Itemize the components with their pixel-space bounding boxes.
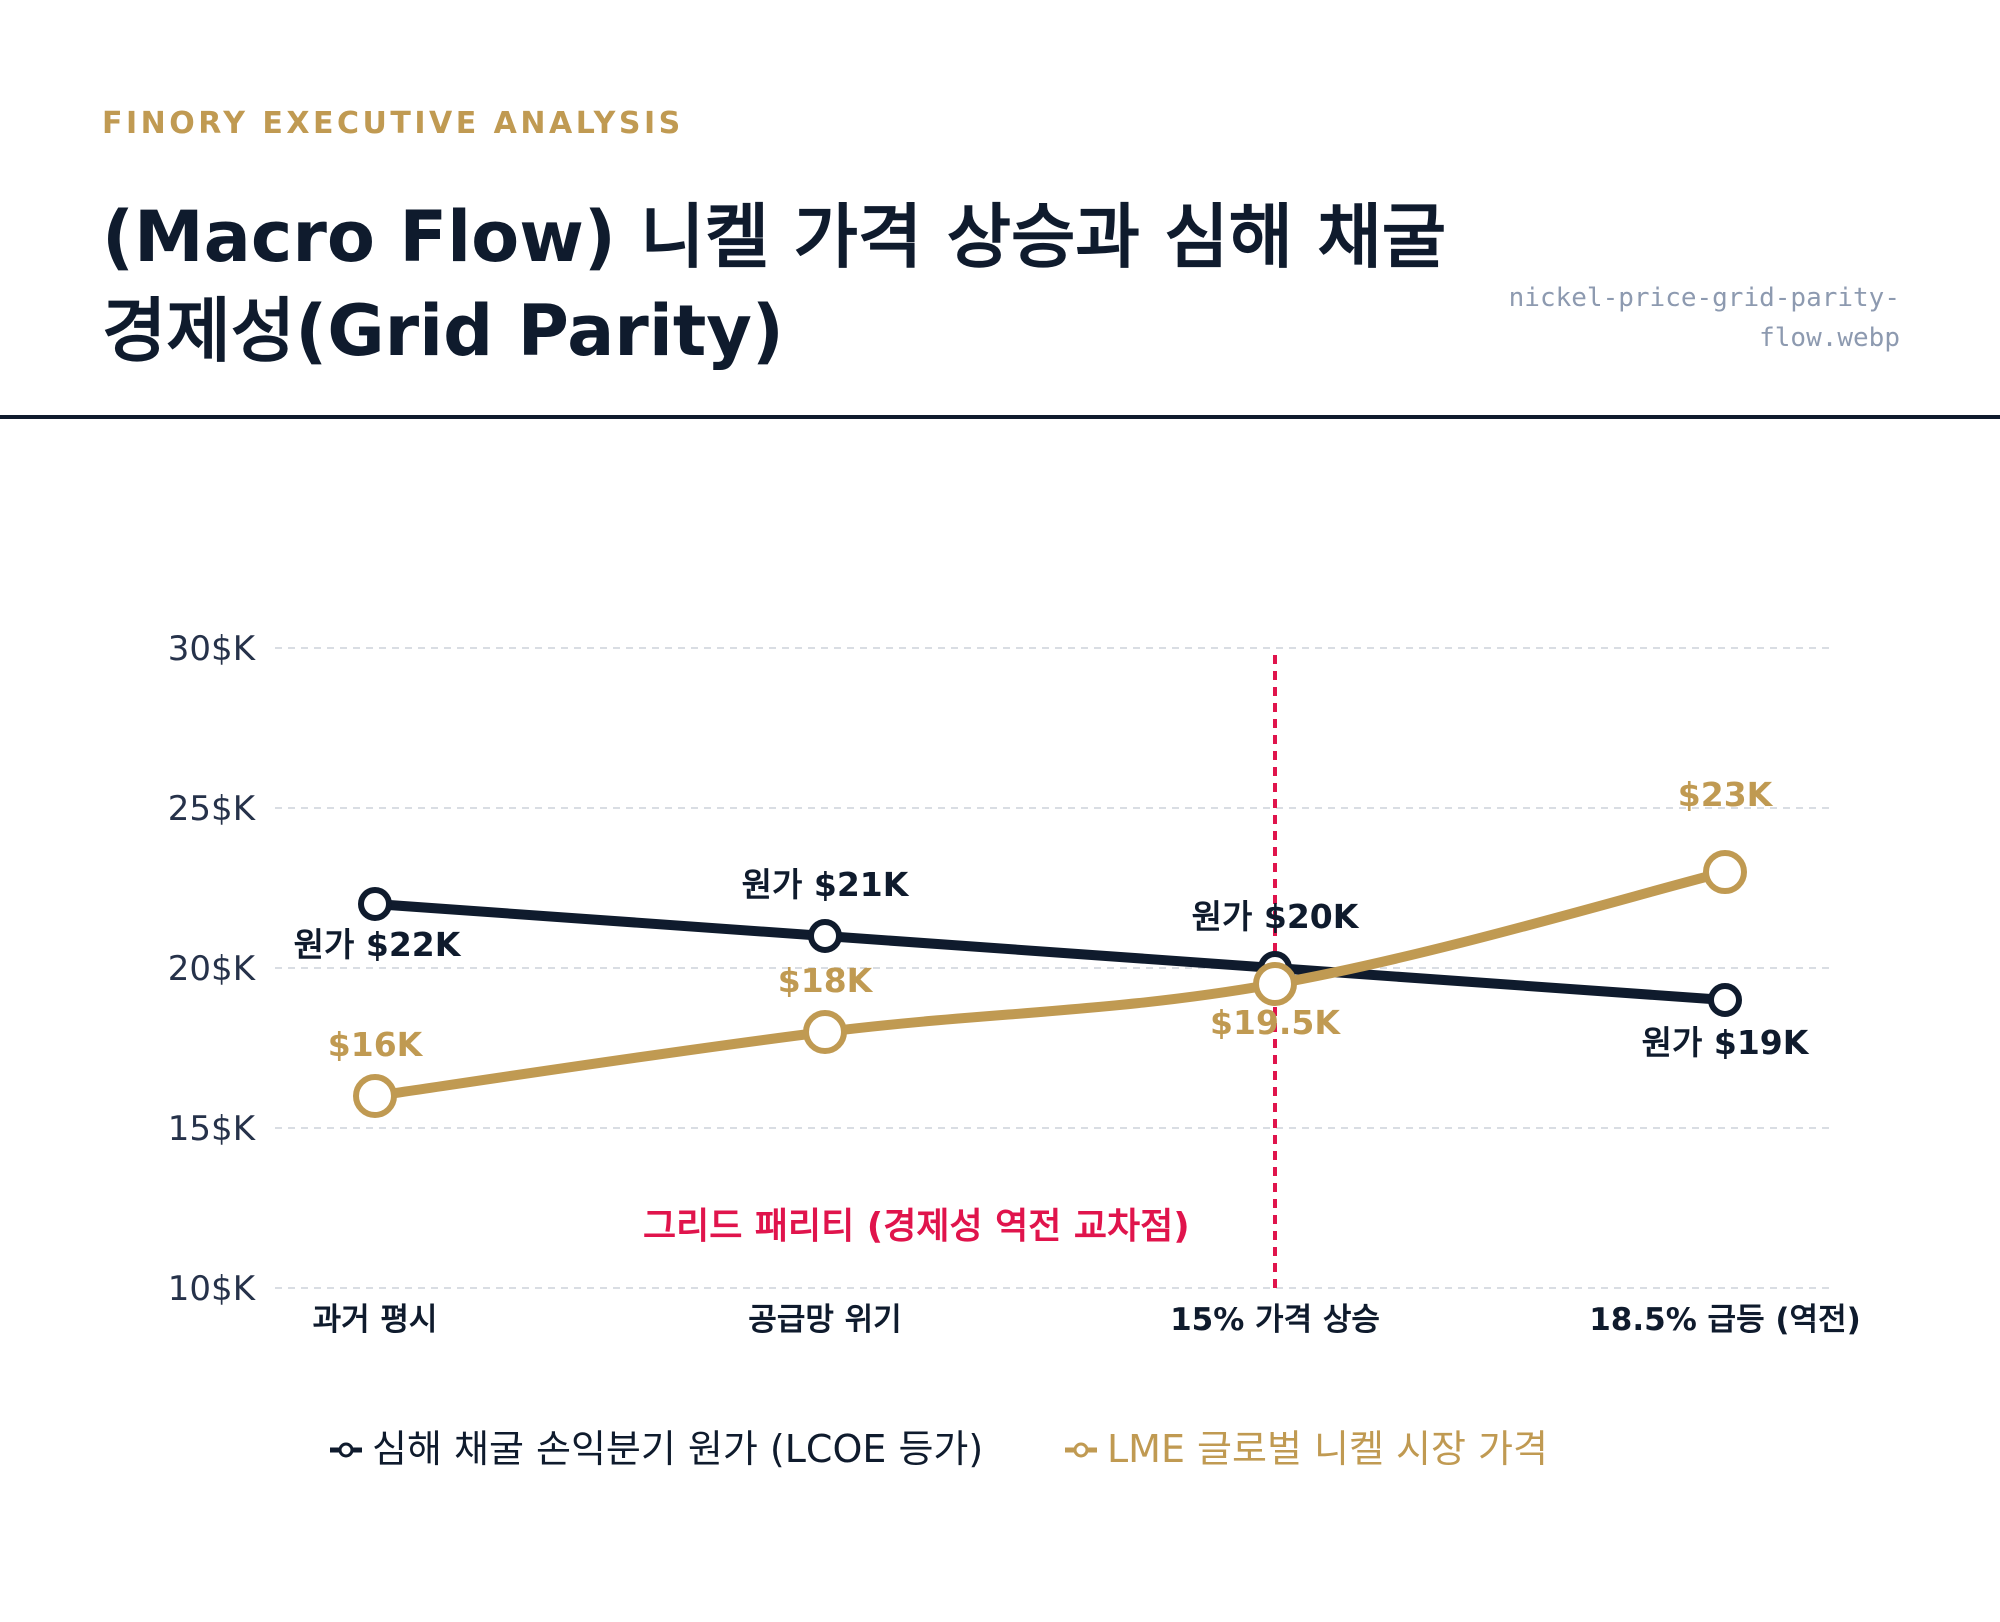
legend-item-lcoe[interactable]: 심해 채굴 손익분기 원가 (LCOE 등가)	[330, 1427, 983, 1471]
legend[interactable]: 심해 채굴 손익분기 원가 (LCOE 등가) LME 글로벌 니켈 시장 가격	[330, 1427, 1548, 1471]
lcoe-data-label: 원가 $19K	[1642, 1023, 1810, 1062]
legend-swatch-marker	[338, 1442, 354, 1458]
lcoe-data-label: 원가 $22K	[294, 925, 462, 964]
x-tick-label: 15% 가격 상승	[1170, 1302, 1380, 1338]
lme-point	[353, 1074, 397, 1118]
lcoe-data-label: 원가 $20K	[1192, 897, 1360, 936]
lcoe-point	[358, 887, 392, 921]
grid-lines	[275, 647, 1830, 1289]
header-divider	[0, 415, 2000, 419]
grid-parity-label: 그리드 패리티 (경제성 역전 교차점)	[643, 1206, 1190, 1247]
legend-item-lme[interactable]: LME 글로벌 니켈 시장 가격	[1065, 1427, 1548, 1471]
lcoe-series-line	[370, 899, 1730, 1005]
legend-label: LME 글로벌 니켈 시장 가격	[1107, 1427, 1548, 1471]
y-tick-label: 30$K	[168, 629, 257, 669]
lme-point	[1253, 962, 1297, 1006]
y-tick-label: 25$K	[168, 789, 257, 829]
x-tick-label: 18.5% 급등 (역전)	[1589, 1302, 1861, 1338]
annotation: 그리드 패리티 (경제성 역전 교차점)	[643, 655, 1277, 1290]
y-axis: 10$K 15$K 20$K 25$K 30$K	[168, 629, 257, 1309]
x-axis: 과거 평시 공급망 위기 15% 가격 상승 18.5% 급등 (역전)	[313, 1302, 1861, 1338]
lme-point	[803, 1010, 847, 1054]
y-tick-label: 15$K	[168, 1109, 257, 1149]
lcoe-point	[1708, 983, 1742, 1017]
x-tick-label: 공급망 위기	[748, 1302, 901, 1338]
series	[353, 850, 1747, 1118]
legend-swatch-marker	[1073, 1442, 1089, 1458]
y-tick-label: 20$K	[168, 949, 257, 989]
lme-series-line	[370, 867, 1730, 1101]
lme-point	[1703, 850, 1747, 894]
lcoe-point	[808, 919, 842, 953]
legend-label: 심해 채굴 손익분기 원가 (LCOE 등가)	[372, 1427, 983, 1471]
filename-label: nickel-price-grid-parity-flow.webp	[1508, 283, 1900, 353]
data-labels: 원가 $22K 원가 $21K 원가 $20K 원가 $19K $16K $18K $19.…	[294, 775, 1810, 1064]
page-title: (Macro Flow) 니켈 가격 상승과 심해 채굴 경제성(Grid Pa…	[102, 196, 1447, 372]
eyebrow: FINORY EXECUTIVE ANALYSIS	[102, 106, 684, 141]
lme-data-label: $19.5K	[1210, 1003, 1341, 1042]
x-tick-label: 과거 평시	[313, 1302, 438, 1338]
lme-data-label: $16K	[328, 1025, 424, 1064]
y-tick-label: 10$K	[168, 1269, 257, 1309]
lme-data-label: $18K	[778, 961, 874, 1000]
lcoe-data-label: 원가 $21K	[742, 865, 910, 904]
lme-data-label: $23K	[1678, 775, 1774, 814]
